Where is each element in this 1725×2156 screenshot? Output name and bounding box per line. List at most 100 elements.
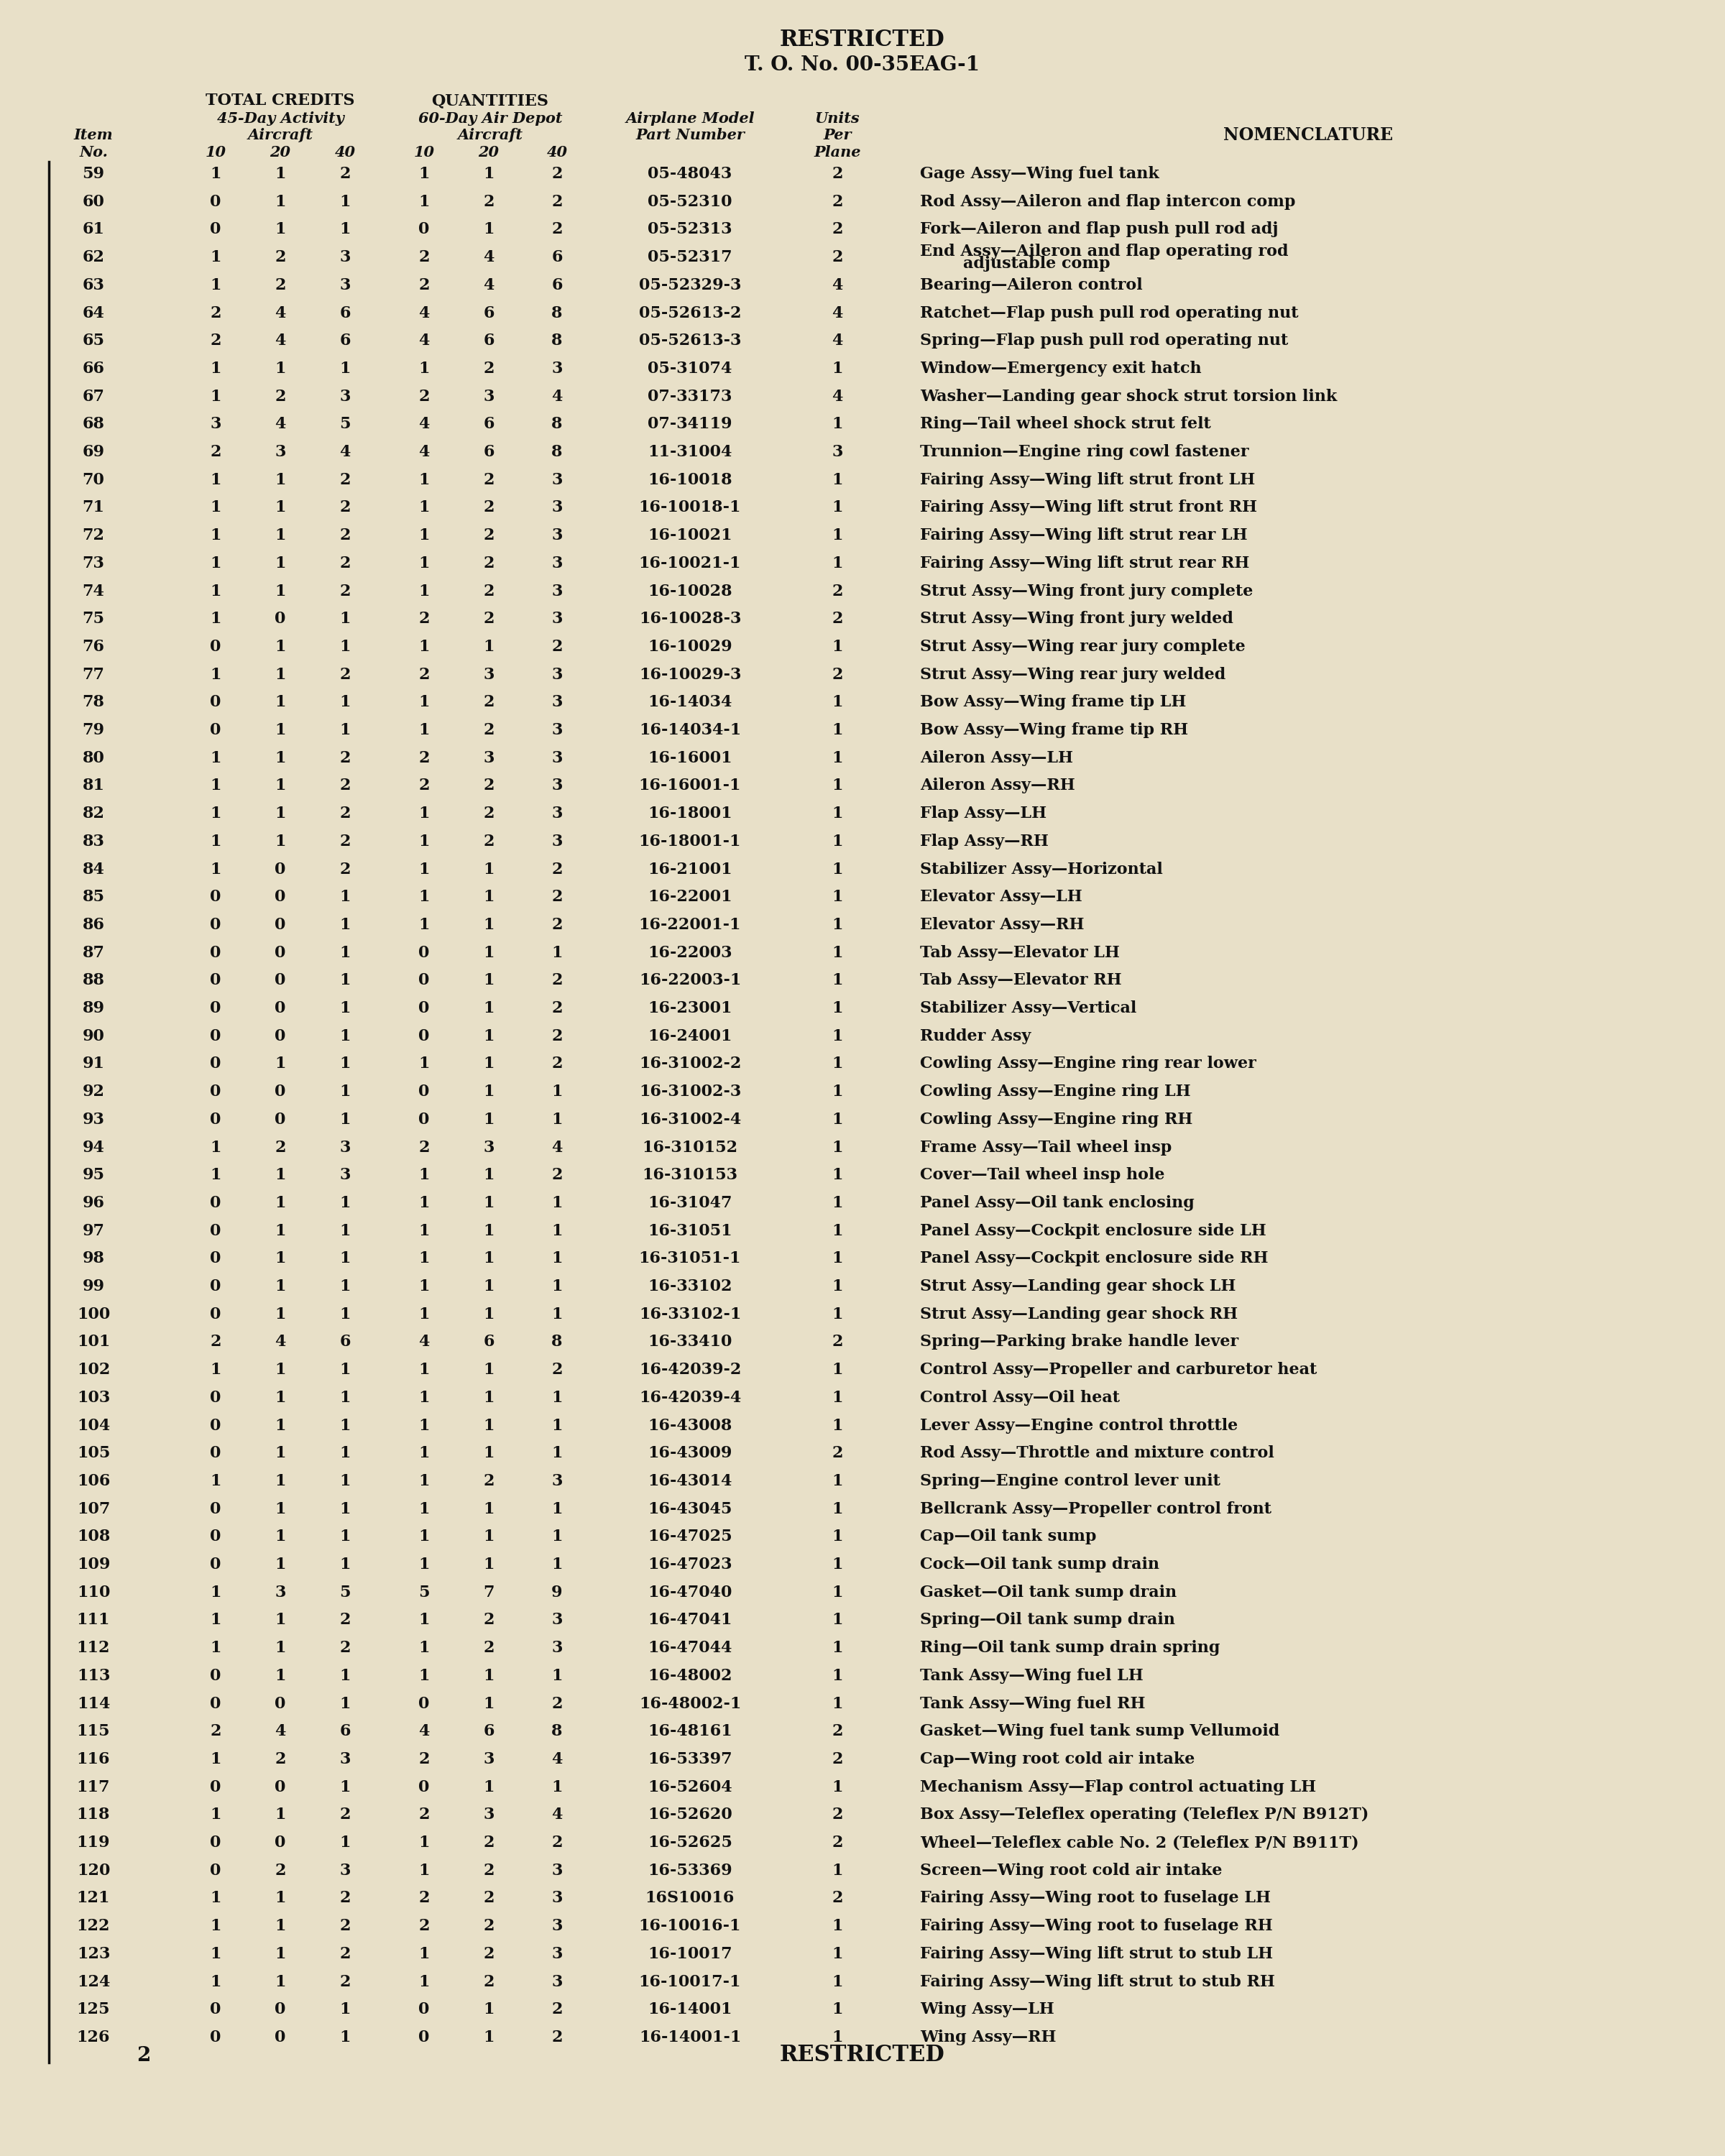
Text: 67: 67 [83, 388, 105, 405]
Text: 1: 1 [831, 1419, 844, 1434]
Text: Flap Assy—RH: Flap Assy—RH [919, 834, 1049, 849]
Text: Wing Assy—LH: Wing Assy—LH [919, 2001, 1054, 2018]
Text: 1: 1 [483, 944, 495, 962]
Text: 0: 0 [274, 888, 286, 906]
Text: 1: 1 [340, 1194, 350, 1212]
Text: 1: 1 [274, 1056, 286, 1072]
Text: 3: 3 [552, 722, 562, 737]
Text: 45-Day Activity: 45-Day Activity [217, 112, 343, 125]
Text: 84: 84 [83, 862, 105, 877]
Text: 16-14034: 16-14034 [649, 694, 731, 709]
Text: 16S10016: 16S10016 [645, 1891, 735, 1906]
Text: 1: 1 [274, 1975, 286, 1990]
Text: 6: 6 [340, 306, 350, 321]
Text: 1: 1 [831, 1473, 844, 1490]
Text: 2: 2 [483, 584, 495, 599]
Text: 112: 112 [76, 1641, 110, 1656]
Text: 4: 4 [483, 250, 495, 265]
Text: 1: 1 [210, 500, 221, 515]
Text: 3: 3 [340, 1751, 350, 1768]
Text: 3: 3 [340, 388, 350, 405]
Text: 0: 0 [274, 1084, 286, 1100]
Text: Ratchet—Flap push pull rod operating nut: Ratchet—Flap push pull rod operating nut [919, 306, 1299, 321]
Text: 0: 0 [274, 610, 286, 627]
Text: 1: 1 [340, 1697, 350, 1712]
Text: 1: 1 [831, 1613, 844, 1628]
Text: 111: 111 [76, 1613, 110, 1628]
Text: 119: 119 [76, 1835, 110, 1850]
Text: 4: 4 [831, 388, 844, 405]
Text: Ring—Oil tank sump drain spring: Ring—Oil tank sump drain spring [919, 1641, 1220, 1656]
Text: 1: 1 [831, 916, 844, 934]
Text: 1: 1 [340, 888, 350, 906]
Text: 16-22001: 16-22001 [647, 888, 733, 906]
Text: Frame Assy—Tail wheel insp: Frame Assy—Tail wheel insp [919, 1141, 1171, 1156]
Text: 0: 0 [419, 1779, 430, 1796]
Text: 1: 1 [831, 1084, 844, 1100]
Text: 16-21001: 16-21001 [647, 862, 733, 877]
Text: 78: 78 [83, 694, 105, 709]
Text: 2: 2 [483, 1947, 495, 1962]
Text: 108: 108 [78, 1529, 110, 1544]
Text: 1: 1 [274, 472, 286, 487]
Text: 2: 2 [831, 194, 844, 209]
Text: 116: 116 [76, 1751, 110, 1768]
Text: 81: 81 [83, 778, 105, 793]
Text: 3: 3 [210, 416, 221, 431]
Text: 2: 2 [552, 1056, 562, 1072]
Text: 1: 1 [552, 1779, 562, 1796]
Text: 0: 0 [274, 2029, 286, 2046]
Text: Part Number: Part Number [635, 127, 745, 142]
Text: 1: 1 [340, 1250, 350, 1266]
Text: Gage Assy—Wing fuel tank: Gage Assy—Wing fuel tank [919, 166, 1159, 181]
Text: 2: 2 [483, 834, 495, 849]
Text: 16-22003-1: 16-22003-1 [638, 972, 742, 987]
Text: 1: 1 [831, 834, 844, 849]
Text: 2: 2 [831, 1891, 844, 1906]
Text: 2: 2 [483, 806, 495, 821]
Text: Cock—Oil tank sump drain: Cock—Oil tank sump drain [919, 1557, 1159, 1572]
Text: 1: 1 [340, 1557, 350, 1572]
Text: 2: 2 [340, 1613, 350, 1628]
Text: 1: 1 [419, 1445, 430, 1462]
Text: 0: 0 [274, 972, 286, 987]
Text: 1: 1 [419, 528, 430, 543]
Text: 117: 117 [76, 1779, 110, 1796]
Text: 3: 3 [552, 360, 562, 377]
Text: 68: 68 [83, 416, 105, 431]
Text: 1: 1 [831, 1056, 844, 1072]
Text: 1: 1 [210, 1891, 221, 1906]
Text: 1: 1 [210, 166, 221, 181]
Text: 2: 2 [831, 1751, 844, 1768]
Text: 6: 6 [552, 278, 562, 293]
Text: 2: 2 [483, 1835, 495, 1850]
Text: 0: 0 [274, 944, 286, 962]
Text: 3: 3 [552, 556, 562, 571]
Text: 2: 2 [419, 388, 430, 405]
Text: 5: 5 [340, 416, 350, 431]
Text: 2: 2 [340, 500, 350, 515]
Text: 16-10017: 16-10017 [647, 1947, 733, 1962]
Text: 2: 2 [831, 250, 844, 265]
Text: Plane: Plane [814, 144, 861, 160]
Text: Elevator Assy—RH: Elevator Assy—RH [919, 916, 1085, 934]
Text: 2: 2 [419, 778, 430, 793]
Text: 1: 1 [419, 1473, 430, 1490]
Text: 2: 2 [340, 834, 350, 849]
Text: 1: 1 [831, 694, 844, 709]
Text: 1: 1 [419, 500, 430, 515]
Text: 83: 83 [83, 834, 105, 849]
Text: 2: 2 [274, 1863, 286, 1878]
Text: 0: 0 [210, 1028, 221, 1044]
Text: Spring—Flap push pull rod operating nut: Spring—Flap push pull rod operating nut [919, 332, 1289, 349]
Text: 1: 1 [210, 584, 221, 599]
Text: 2: 2 [483, 1641, 495, 1656]
Text: 2: 2 [340, 666, 350, 683]
Text: 0: 0 [210, 1863, 221, 1878]
Text: Units: Units [814, 112, 859, 125]
Text: 115: 115 [76, 1723, 110, 1740]
Text: 1: 1 [210, 1751, 221, 1768]
Text: 8: 8 [552, 416, 562, 431]
Text: 0: 0 [210, 2029, 221, 2046]
Text: 1: 1 [419, 556, 430, 571]
